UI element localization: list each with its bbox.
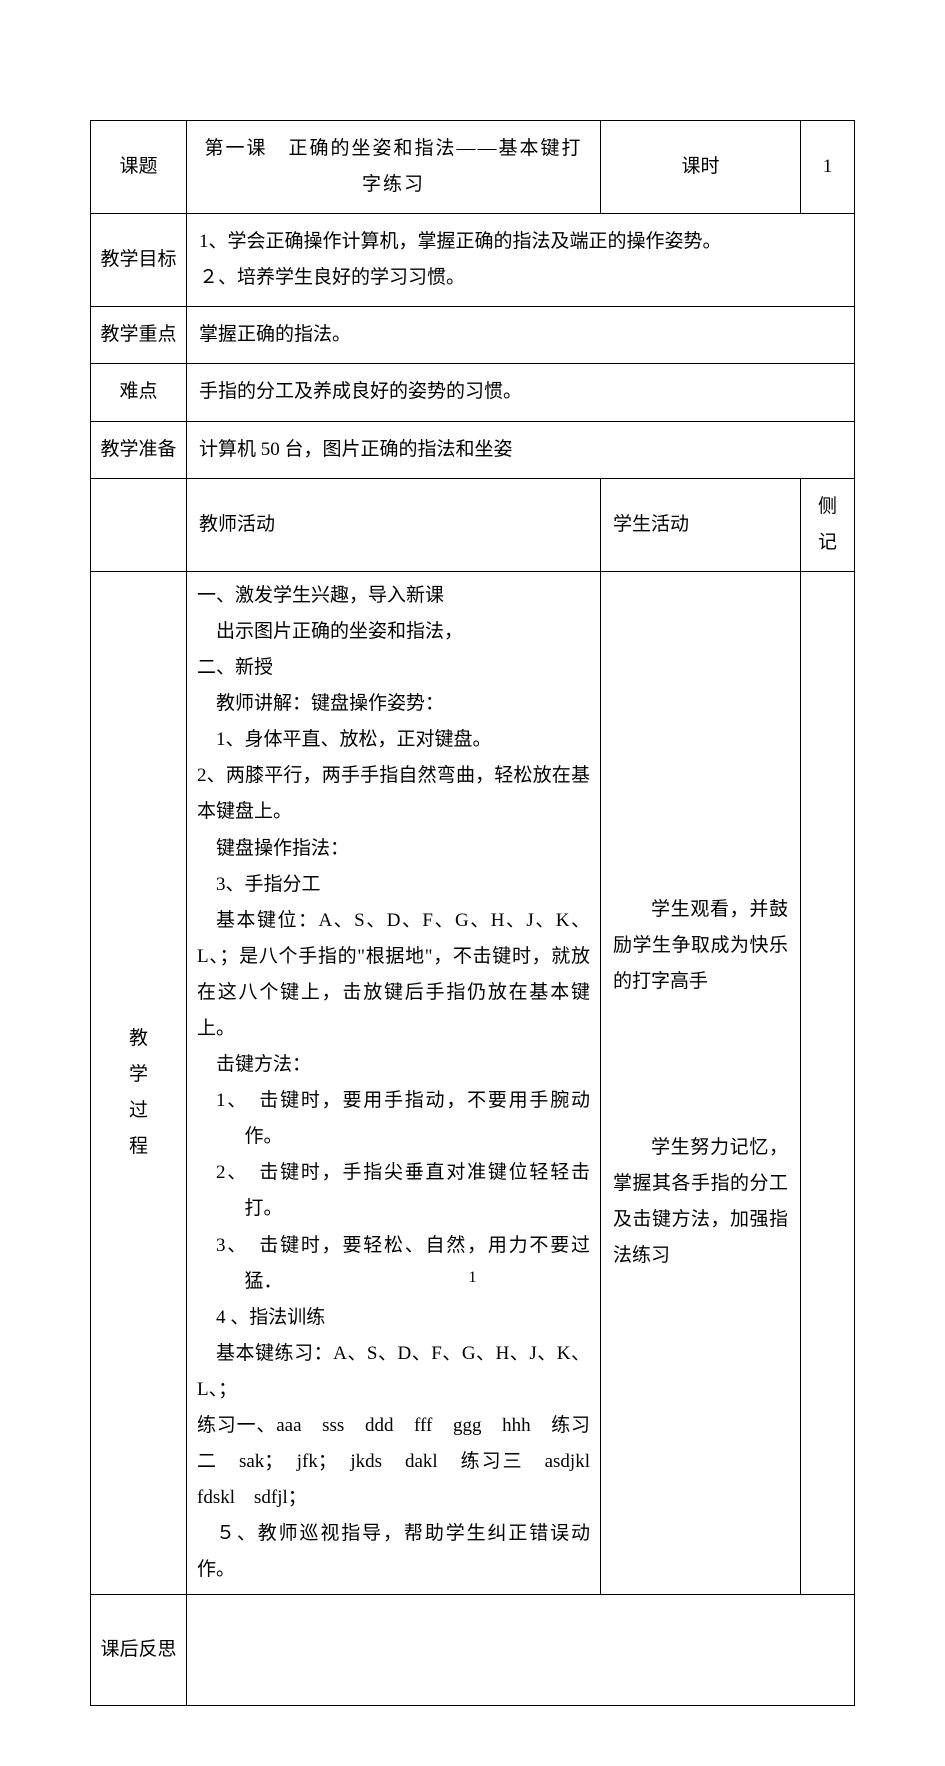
label-period: 课时	[601, 121, 801, 214]
lesson-plan-page: 课题 第一课 正确的坐姿和指法——基本键打字练习 课时 1 教学目标 1、学会正…	[0, 0, 945, 1766]
label-process: 教 学 过 程	[91, 571, 187, 1595]
ta-l2: 出示图片正确的坐姿和指法，	[197, 614, 590, 650]
value-difficulty: 手指的分工及养成良好的姿势的习惯。	[187, 364, 855, 421]
ta-l1: 一、激发学生兴趣，导入新课	[197, 585, 444, 606]
row-activity-header: 教师活动 学生活动 侧记	[91, 478, 855, 571]
label-keypoint: 教学重点	[91, 307, 187, 364]
goal-line-2: ２、培养学生良好的学习习惯。	[199, 267, 465, 288]
value-title: 第一课 正确的坐姿和指法——基本键打字练习	[187, 121, 601, 214]
ta-l4: 教师讲解：键盘操作姿势：	[197, 686, 590, 722]
ta-l13: 3、 击键时，要轻松、自然，用力不要过猛．	[197, 1228, 590, 1300]
sidenote-content	[801, 571, 855, 1595]
row-goals: 教学目标 1、学会正确操作计算机，掌握正确的指法及端正的操作姿势。 ２、培养学生…	[91, 214, 855, 307]
ta-l15: 基本键练习：A、S、D、F、G、H、J、K、L、；	[197, 1336, 590, 1408]
row-topic: 课题 第一课 正确的坐姿和指法——基本键打字练习 课时 1	[91, 121, 855, 214]
value-keypoint: 掌握正确的指法。	[187, 307, 855, 364]
row-difficulty: 难点 手指的分工及养成良好的姿势的习惯。	[91, 364, 855, 421]
process-char-3: 过	[99, 1093, 178, 1129]
ta-l17: ５、教师巡视指导，帮助学生纠正错误动作。	[197, 1516, 590, 1588]
ta-l12: 2、 击键时，手指尖垂直对准键位轻轻击打。	[197, 1155, 590, 1227]
ta-l6: 2、两膝平行，两手手指自然弯曲，轻松放在基本键盘上。	[197, 758, 590, 830]
label-reflection: 课后反思	[91, 1595, 187, 1706]
ta-l3: 二、新授	[197, 657, 273, 678]
ta-l14: 4 、指法训练	[197, 1300, 590, 1336]
process-char-1: 教	[99, 1021, 178, 1057]
value-period: 1	[801, 121, 855, 214]
ta-l8: 3、手指分工	[197, 867, 590, 903]
page-number: 1	[0, 1269, 945, 1287]
header-teacher-activity: 教师活动	[187, 478, 601, 571]
ta-l16: 练习一、aaa sss ddd fff ggg hhh 练习二 sak； jfk…	[197, 1408, 590, 1516]
value-reflection	[187, 1595, 855, 1706]
ta-l11: 1、 击键时，要用手指动，不要用手腕动作。	[197, 1083, 590, 1155]
ta-l9: 基本键位：A、S、D、F、G、H、J、K、L、；是八个手指的"根据地"，不击键时…	[197, 903, 590, 1047]
label-empty	[91, 478, 187, 571]
ta-l10: 击键方法：	[197, 1047, 590, 1083]
ta-l7: 键盘操作指法：	[197, 831, 590, 867]
header-student-activity: 学生活动	[601, 478, 801, 571]
label-prep: 教学准备	[91, 421, 187, 478]
sa-p1: 学生观看，并鼓励学生争取成为快乐的打字高手	[613, 892, 788, 1000]
row-prep: 教学准备 计算机 50 台，图片正确的指法和坐姿	[91, 421, 855, 478]
teacher-activity-content: 一、激发学生兴趣，导入新课 出示图片正确的坐姿和指法， 二、新授 教师讲解：键盘…	[187, 571, 601, 1595]
value-goals: 1、学会正确操作计算机，掌握正确的指法及端正的操作姿势。 ２、培养学生良好的学习…	[187, 214, 855, 307]
sa-gap	[613, 1000, 788, 1130]
lesson-plan-table: 课题 第一课 正确的坐姿和指法——基本键打字练习 课时 1 教学目标 1、学会正…	[90, 120, 855, 1706]
header-sidenote: 侧记	[801, 478, 855, 571]
sa-p2: 学生努力记忆，掌握其各手指的分工及击键方法，加强指法练习	[613, 1130, 788, 1274]
process-char-2: 学	[99, 1057, 178, 1093]
goal-line-1: 1、学会正确操作计算机，掌握正确的指法及端正的操作姿势。	[199, 231, 722, 252]
row-process: 教 学 过 程 一、激发学生兴趣，导入新课 出示图片正确的坐姿和指法， 二、新授…	[91, 571, 855, 1595]
label-difficulty: 难点	[91, 364, 187, 421]
row-keypoint: 教学重点 掌握正确的指法。	[91, 307, 855, 364]
value-prep: 计算机 50 台，图片正确的指法和坐姿	[187, 421, 855, 478]
label-goals: 教学目标	[91, 214, 187, 307]
ta-l5: 1、身体平直、放松，正对键盘。	[197, 722, 590, 758]
process-char-4: 程	[99, 1129, 178, 1165]
student-activity-content: 学生观看，并鼓励学生争取成为快乐的打字高手 学生努力记忆，掌握其各手指的分工及击…	[601, 571, 801, 1595]
row-reflection: 课后反思	[91, 1595, 855, 1706]
label-topic: 课题	[91, 121, 187, 214]
